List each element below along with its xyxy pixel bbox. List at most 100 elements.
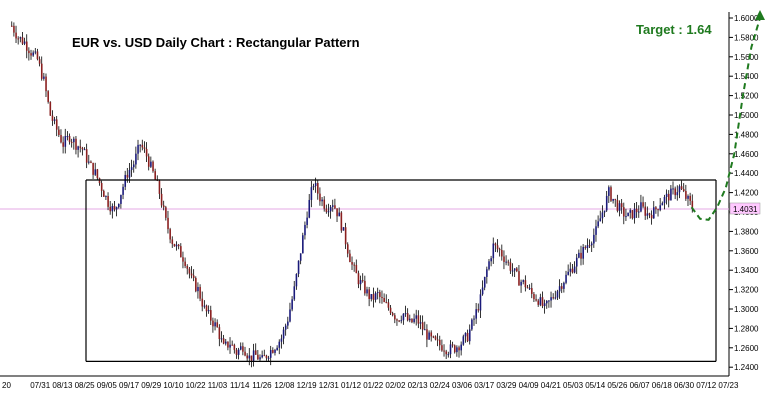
candle-body <box>137 144 139 154</box>
candle-body <box>541 297 544 307</box>
candle-body <box>94 169 97 175</box>
candle-body <box>471 319 473 330</box>
candle-body <box>15 32 17 39</box>
candle-body <box>629 210 632 213</box>
candle-body <box>516 268 518 272</box>
x-tick-label: 08/25 <box>75 381 96 390</box>
candle-body <box>233 344 236 350</box>
candle-body <box>468 329 471 342</box>
candle-body <box>293 286 296 300</box>
candle-body <box>314 183 317 187</box>
candle-body <box>421 322 424 330</box>
candle-body <box>141 144 144 148</box>
candle-body <box>546 300 548 304</box>
candle-body <box>58 129 60 135</box>
candle-body <box>306 217 308 225</box>
candle-body <box>177 244 180 247</box>
candle-body <box>533 293 535 300</box>
candle-body <box>212 320 214 327</box>
x-tick-label: 09/05 <box>97 381 118 390</box>
candle-body <box>481 287 484 295</box>
candle-body <box>492 243 495 259</box>
candle-body <box>338 212 341 217</box>
y-tick-label: 1.5600 <box>734 53 759 62</box>
candle-body <box>670 188 672 201</box>
x-tick-label: 02/13 <box>408 381 429 390</box>
candle-body <box>678 186 681 193</box>
y-tick-label: 1.2400 <box>734 363 759 372</box>
candle-body <box>391 313 394 316</box>
candle-body <box>635 208 638 213</box>
candle-body <box>640 202 642 212</box>
candle-body <box>160 193 163 206</box>
candle-body <box>158 180 161 194</box>
candle-body <box>667 193 670 201</box>
candle-body <box>524 280 527 288</box>
candle-body <box>419 322 422 324</box>
candle-body <box>327 211 330 213</box>
candle-body <box>344 227 347 245</box>
candle-body <box>332 205 334 207</box>
candle-body <box>364 280 366 294</box>
candle-body <box>501 250 503 257</box>
candle-body <box>447 354 450 356</box>
candle-body <box>118 203 120 208</box>
candle-body <box>321 199 323 202</box>
candle-body <box>404 313 407 315</box>
candle-body <box>21 37 24 44</box>
candle-body <box>222 338 225 344</box>
candle-body <box>289 309 291 322</box>
candle-body <box>605 195 608 211</box>
candle-body <box>597 221 599 227</box>
candle-body <box>205 305 208 312</box>
x-tick-label: 05/26 <box>607 381 628 390</box>
candle-body <box>661 203 664 206</box>
candle-body <box>79 146 82 148</box>
y-tick-label: 1.5200 <box>734 92 759 101</box>
candle-body <box>263 355 266 357</box>
candle-body <box>507 261 510 263</box>
candle-body <box>674 188 676 196</box>
candle-body <box>120 194 122 204</box>
candle-body <box>436 339 439 341</box>
candle-body <box>225 341 227 344</box>
candle-body <box>601 212 604 219</box>
candle-body <box>424 329 426 331</box>
candle-body <box>143 147 146 149</box>
candle-body <box>248 355 251 359</box>
candle-body <box>130 167 133 170</box>
candle-body <box>329 206 332 212</box>
candle-body <box>214 322 216 327</box>
candle-body <box>43 76 45 79</box>
candle-body <box>665 193 668 197</box>
candle-body <box>558 286 561 292</box>
candle-body <box>201 298 204 307</box>
candle-body <box>653 207 655 219</box>
candle-body <box>573 266 576 273</box>
x-tick-label: 06/18 <box>652 381 673 390</box>
y-tick-label: 1.3200 <box>734 286 759 295</box>
candle-body <box>513 268 516 271</box>
x-tick-label: 10/22 <box>186 381 207 390</box>
candle-body <box>357 273 360 285</box>
candle-body <box>197 286 199 292</box>
candle-body <box>646 213 649 216</box>
candle-body <box>488 261 490 270</box>
candle-body <box>370 294 373 299</box>
candle-body <box>105 196 107 198</box>
candle-body <box>443 350 445 352</box>
candle-body <box>368 289 370 299</box>
x-tick-label: 10/10 <box>163 381 184 390</box>
candle-body <box>239 346 242 350</box>
forecast-arrowhead <box>755 10 765 20</box>
x-tick-label: 20 <box>2 381 11 390</box>
candle-body <box>676 192 679 196</box>
candle-body <box>276 347 278 351</box>
candle-body <box>340 212 343 231</box>
candle-body <box>672 188 674 190</box>
candle-body <box>220 338 223 340</box>
candle-body <box>192 275 195 278</box>
x-tick-label: 12/19 <box>297 381 318 390</box>
candle-body <box>603 210 606 213</box>
